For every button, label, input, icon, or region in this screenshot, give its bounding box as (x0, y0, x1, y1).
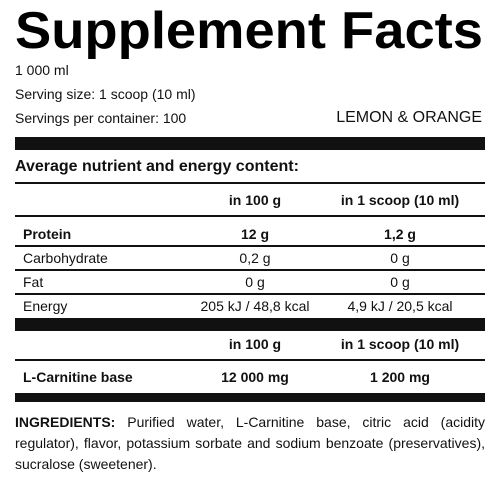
ingredients: INGREDIENTS: Purified water, L-Carnitine… (15, 412, 485, 475)
cell: Carbohydrate (23, 250, 108, 266)
cell: Protein (23, 226, 72, 242)
servings: Servings per container: 100 (15, 110, 187, 126)
cell: L-Carnitine base (23, 369, 133, 385)
cell: Fat (23, 274, 44, 290)
cell: 0 g (390, 250, 410, 266)
column: in 1 scoop (10 ml) (340, 336, 460, 352)
flavor: LEMON & ORANGE (336, 109, 482, 126)
cell: Energy (23, 298, 68, 314)
rule (15, 215, 485, 217)
cell: 0 g (390, 274, 410, 290)
active-row: L-Carnitine base 12 000 mg 1 200 mg (15, 369, 485, 391)
cell: 0,2 g (239, 250, 271, 266)
cell: 4,9 kJ / 20,5 kcal (347, 298, 453, 314)
title: Supplement Facts (15, 2, 483, 60)
heading: Average nutrient and energy content: (15, 158, 299, 175)
cell: 205 kJ / 48,8 kcal (200, 298, 310, 314)
ingredients-label: INGREDIENTS: (15, 414, 116, 430)
rule (15, 359, 485, 361)
cell: 1,2 g (384, 226, 416, 242)
rule (15, 293, 485, 295)
cell: 12 g (240, 226, 269, 242)
rule (15, 269, 485, 271)
nutrient-row: Carbohydrate 0,2 g 0 g (15, 250, 485, 272)
divider (15, 137, 485, 150)
nutrient-row: Protein 12 g 1,2 g (15, 226, 485, 248)
column: in 1 scoop (10 ml) (340, 192, 460, 208)
nutrient-row: Fat 0 g 0 g (15, 274, 485, 296)
cell: 0 g (245, 274, 265, 290)
cell: 1 200 mg (370, 369, 430, 385)
column: in 100 g (228, 336, 282, 352)
column-header: in 100 g in 1 scoop (10 ml) (15, 192, 485, 214)
cell: 12 000 mg (221, 369, 289, 385)
divider (15, 318, 485, 331)
divider (15, 393, 485, 402)
title-box: Supplement Facts (15, 2, 483, 60)
serving-size: Serving size: 1 scoop (10 ml) (15, 86, 196, 102)
volume: 1 000 ml (15, 62, 69, 78)
rule (15, 245, 485, 247)
rule (15, 182, 485, 184)
nutrient-row: Energy 205 kJ / 48,8 kcal 4,9 kJ / 20,5 kc… (15, 298, 485, 320)
ingredients-text: Purified water, L-Carnitine base, citric… (15, 414, 485, 472)
column-header: in 100 g in 1 scoop (10 ml) (15, 336, 485, 358)
column: in 100 g (228, 192, 282, 208)
